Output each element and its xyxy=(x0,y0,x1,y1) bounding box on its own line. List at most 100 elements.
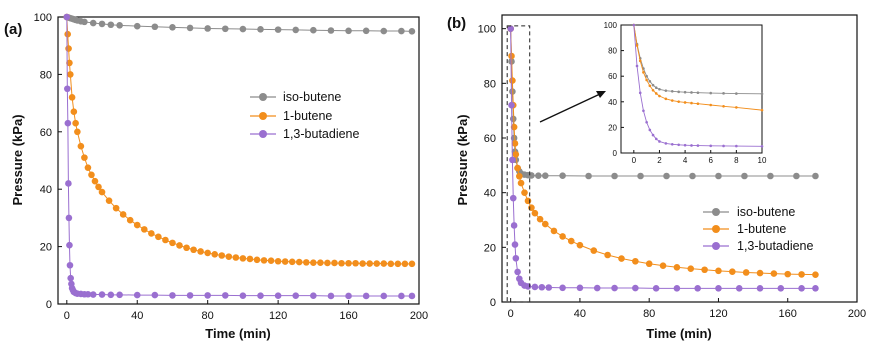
panel-a-plot-frame xyxy=(57,16,420,305)
panel-b-x-tick-label: 80 xyxy=(643,308,655,320)
panel-a-data-point-1-3-butadiene xyxy=(221,292,229,299)
panel-a-data-point-1-butene xyxy=(394,260,402,268)
panel-a-x-tick-label: 80 xyxy=(202,310,214,322)
panel-b-data-point-iso-butene xyxy=(535,172,542,180)
panel-a-data-point-iso-butene xyxy=(89,19,97,27)
panel-a-data-point-1-3-butadiene xyxy=(63,13,71,21)
panel-a-data-point-1-butene xyxy=(387,260,395,268)
panel-b-data-point-1-butene xyxy=(524,197,532,205)
inset-data-point-1-butene xyxy=(722,104,725,108)
panel-b-x-tick-label: 120 xyxy=(709,308,727,320)
panel-a-data-point-1-butene xyxy=(84,164,92,171)
panel-b-data-point-1-butene xyxy=(510,123,518,131)
panel-a-data-point-iso-butene xyxy=(151,23,159,31)
panel-a-data-point-1-butene xyxy=(204,249,211,257)
panel-b-data-point-1-3-butadiene xyxy=(576,284,584,292)
inset-data-point-1-3-butadiene xyxy=(735,144,738,148)
panel-a-data-point-iso-butene xyxy=(221,25,229,33)
inset-data-point-1-3-butadiene xyxy=(722,144,725,148)
panel-a-x-tick-label: 0 xyxy=(64,310,70,322)
panel-a-data-point-1-3-butadiene xyxy=(239,292,247,299)
legend-b-marker-1-butene xyxy=(712,225,720,233)
panel-a-data-point-1-butene xyxy=(246,255,254,263)
panel-b-data-point-1-3-butadiene xyxy=(611,284,618,292)
inset-data-point-1-butene xyxy=(635,44,639,47)
legend-marker-1-butene xyxy=(259,112,267,120)
panel-a-data-point-1-3-butadiene xyxy=(345,292,352,300)
panel-b-data-point-1-butene xyxy=(604,251,611,259)
inset-y-tick-label: 80 xyxy=(608,47,617,56)
panel-a-data-point-1-3-butadiene xyxy=(380,292,388,300)
inset-y-tick-label: 100 xyxy=(604,21,618,30)
panel-b-legend: iso-butene 1-butene 1,3-butadiene xyxy=(703,205,814,253)
panel-b-data-point-1-butene xyxy=(659,262,667,269)
panel-b-data-point-1-butene xyxy=(541,220,549,228)
panel-a-data-point-1-butene xyxy=(260,257,268,264)
panel-a-y-tick-label: 80 xyxy=(40,69,52,81)
panel-a-data-point-iso-butene xyxy=(362,27,370,35)
panel-a-label: (a) xyxy=(4,21,22,38)
panel-b-data-point-1-3-butadiene xyxy=(510,222,518,229)
panel-a-data-point-1-butene xyxy=(324,259,331,267)
panel-a-data-point-1-butene xyxy=(98,188,106,196)
inset-data-point-1-butene xyxy=(654,92,658,95)
inset-data-point-1-butene xyxy=(645,78,648,82)
panel-a-x-tick-label: 120 xyxy=(269,310,287,322)
panel-a-data-point-1-butene xyxy=(112,204,120,212)
legend-b-item-1-3-butadiene: 1,3-butadiene xyxy=(703,239,814,253)
panel-b-plot-frame xyxy=(501,14,858,303)
inset-data-point-iso-butene xyxy=(722,92,725,95)
panel-a-data-point-1-butene xyxy=(253,256,261,264)
panel-a: (a) 0 40 80 120 160 200 0 20 40 60 80 100 Time (min… xyxy=(4,12,428,341)
panel-b-data-point-1-3-butadiene xyxy=(514,268,521,276)
panel-a-data-point-1-butene xyxy=(95,183,102,191)
panel-b-data-point-iso-butene xyxy=(637,172,644,180)
inset-pointer-arrow-line xyxy=(539,93,601,123)
inset-x-tick-label: 10 xyxy=(758,156,767,165)
panel-a-data-point-1-butene xyxy=(72,119,79,127)
inset-data-point-iso-butene xyxy=(670,90,674,93)
inset-data-point-1-3-butadiene xyxy=(648,128,652,132)
inset-data-point-iso-butene xyxy=(696,91,700,95)
inset-data-point-1-3-butadiene xyxy=(677,143,680,147)
panel-a-data-point-1-butene xyxy=(66,59,73,67)
inset-data-point-1-3-butadiene xyxy=(658,140,661,143)
panel-a-data-point-iso-butene xyxy=(133,22,141,30)
panel-b-y-tick-label: 80 xyxy=(484,78,496,90)
panel-b-data-point-1-3-butadiene xyxy=(632,284,639,292)
panel-b-data-point-1-3-butadiene xyxy=(524,283,532,290)
legend-item-1-3-butadiene: 1,3-butadiene xyxy=(250,127,360,141)
panel-b-data-point-1-3-butadiene xyxy=(593,284,601,292)
inset-data-point-iso-butene xyxy=(645,74,648,78)
panel-a-data-point-1-3-butadiene xyxy=(116,291,123,299)
inset-data-point-1-3-butadiene xyxy=(632,23,636,27)
panel-a-data-point-1-butene xyxy=(176,242,183,249)
panel-a-y-tick-label: 40 xyxy=(40,184,52,196)
inset-data-point-1-butene xyxy=(696,102,700,106)
legend-marker-1-3-butadiene xyxy=(259,130,267,138)
panel-b-data-point-1-butene xyxy=(756,269,764,277)
panel-b-data-point-1-butene xyxy=(509,77,516,84)
panel-a-data-point-1-3-butadiene xyxy=(408,292,416,300)
panel-a-data-point-1-butene xyxy=(366,260,373,267)
inset-data-point-iso-butene xyxy=(648,80,652,83)
inset-data-point-iso-butene xyxy=(658,87,661,91)
inset-data xyxy=(632,23,764,148)
panel-b-data-point-1-butene xyxy=(531,209,539,217)
panel-a-data-point-iso-butene xyxy=(292,26,300,34)
panel-b-data-point-iso-butene xyxy=(793,172,800,180)
panel-b-x-axis-label: Time (min) xyxy=(646,326,712,341)
inset-x-tick-label: 6 xyxy=(709,156,714,165)
inset-data-point-1-3-butadiene xyxy=(760,145,764,148)
panel-b-data-point-1-butene xyxy=(673,263,681,271)
panel-b-data-point-iso-butene xyxy=(559,172,566,180)
inset-data-point-1-butene xyxy=(690,101,693,105)
legend-item-1-butene: 1-butene xyxy=(250,109,332,123)
panel-b-data-point-1-3-butadiene xyxy=(509,156,516,164)
legend-b-label-1-butene: 1-butene xyxy=(737,222,786,236)
inset-data-point-1-butene xyxy=(709,103,713,107)
panel-a-data-point-iso-butene xyxy=(380,27,388,35)
inset-data-point-1-3-butadiene xyxy=(645,120,648,124)
